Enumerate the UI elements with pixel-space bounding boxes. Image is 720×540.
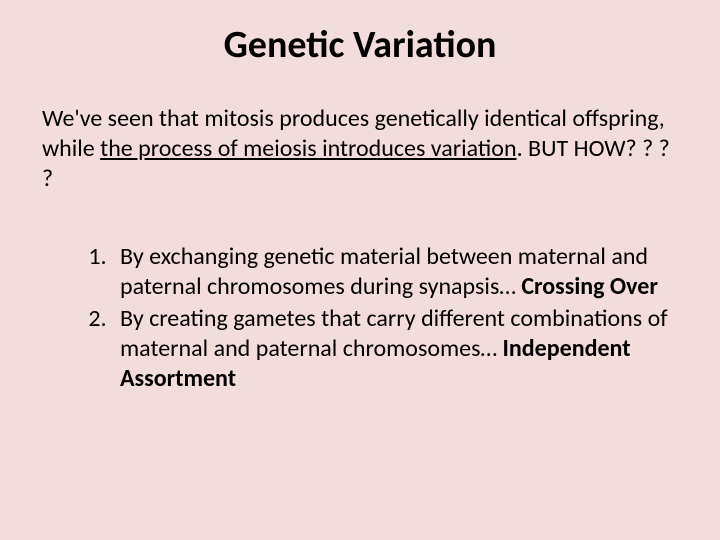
intro-paragraph: We've seen that mitosis produces genetic…	[42, 104, 678, 194]
list-item-bold: Crossing Over	[521, 272, 658, 301]
slide-title: Genetic Variation	[42, 22, 678, 68]
variation-list: By exchanging genetic material between m…	[42, 242, 678, 394]
intro-underlined: the process of meiosis introduces variat…	[100, 134, 516, 163]
list-item: By exchanging genetic material between m…	[112, 242, 678, 302]
list-item: By creating gametes that carry different…	[112, 304, 678, 394]
